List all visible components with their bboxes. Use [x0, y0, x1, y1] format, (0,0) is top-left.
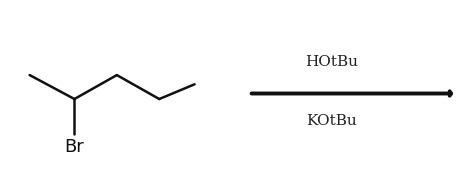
Text: Br: Br: [64, 138, 84, 156]
Text: HOtBu: HOtBu: [305, 55, 358, 69]
Text: KOtBu: KOtBu: [306, 114, 356, 128]
